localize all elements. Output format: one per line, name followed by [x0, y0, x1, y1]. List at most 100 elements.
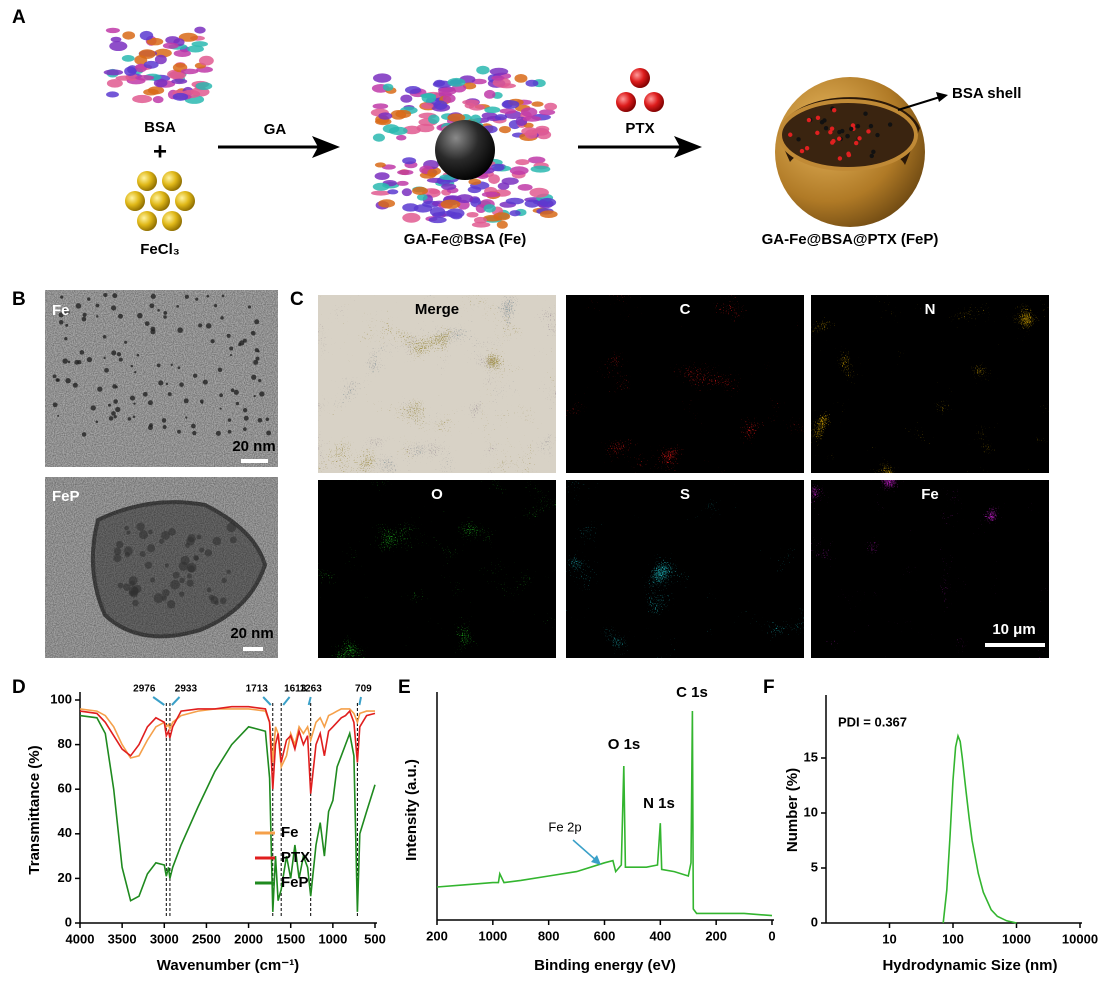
nanoparticle [148, 529, 153, 535]
ptx-dot [854, 140, 859, 146]
protein-helix [509, 166, 529, 175]
nanoparticle [103, 356, 106, 360]
nanoparticle [163, 311, 168, 315]
x-tick-label: 0 [768, 928, 775, 943]
fe-sphere [137, 211, 157, 231]
nanoparticle [230, 388, 235, 393]
label: + [153, 138, 167, 165]
ptx-dot [799, 148, 805, 154]
panel-label: B [12, 289, 26, 310]
protein-helix [522, 115, 542, 122]
nanoparticle [111, 305, 117, 311]
nanoparticle [170, 579, 180, 590]
protein-helix [447, 77, 466, 87]
arrowhead [312, 136, 340, 158]
nanoparticle [179, 577, 185, 584]
protein-helix [106, 91, 119, 98]
nanoparticle [167, 392, 172, 396]
protein-helix [378, 199, 396, 208]
nanoparticle [253, 359, 259, 365]
marker-arrow [171, 696, 181, 706]
protein-helix [440, 199, 461, 209]
marker-label: 1713 [246, 684, 269, 695]
nanoparticle [168, 528, 176, 536]
nanoparticle [195, 297, 199, 301]
x-tick-label: 800 [538, 928, 560, 943]
ptx-dot [848, 126, 854, 132]
nanoparticle [185, 416, 188, 419]
nanoparticle [103, 292, 108, 298]
y-tick-label: 100 [50, 691, 72, 706]
ptx-sphere [630, 68, 650, 88]
protein-helix [139, 30, 154, 41]
nanoparticle [180, 555, 190, 565]
protein-helix [501, 100, 520, 109]
label: GA-Fe@BSA (Fe) [404, 231, 526, 248]
tem-dots [52, 292, 272, 609]
nanoparticle [233, 389, 239, 395]
nanoparticle [124, 525, 129, 531]
fe-sphere [162, 171, 182, 191]
fe-core [435, 120, 495, 180]
nanoparticle [193, 555, 199, 561]
nanoparticle [253, 394, 256, 398]
ptx-dot [875, 132, 880, 138]
protein-helix [372, 133, 385, 142]
nanoparticle [162, 425, 167, 429]
ptx-dot [866, 129, 871, 134]
y-tick-label: 60 [58, 781, 72, 796]
nanoparticle [62, 358, 68, 364]
protein-helix [143, 60, 159, 69]
protein-helix [483, 204, 496, 213]
protein-helix [515, 159, 530, 166]
protein-helix [505, 197, 524, 205]
ptx-dot [796, 137, 801, 142]
protein-helix [475, 204, 487, 214]
fe-sphere [175, 191, 195, 211]
nanoparticle [132, 599, 139, 607]
ptx-dot [855, 123, 861, 129]
nanoparticle [166, 600, 176, 609]
nanoparticle [192, 373, 198, 378]
protein-helix [429, 206, 446, 217]
nanoparticle [52, 374, 57, 379]
protein-helix [152, 96, 164, 104]
protein-helix [372, 103, 389, 110]
y-axis-title: Transmittance (%) [26, 745, 43, 874]
protein-helix [372, 182, 390, 191]
nanoparticle [102, 334, 107, 339]
nanoparticle [86, 356, 93, 363]
nanoparticle [204, 549, 213, 557]
nanoparticle [226, 569, 231, 574]
protein-helix [447, 113, 466, 122]
nanoparticle [206, 294, 210, 298]
nanoparticle [108, 416, 114, 421]
fe-sphere [162, 211, 182, 231]
nanoparticle [67, 360, 71, 364]
protein-helix [496, 220, 508, 229]
label: BSA shell [952, 85, 1021, 102]
image-label: Fe [52, 302, 70, 319]
ptx-dot [840, 128, 845, 134]
x-tick-label: 2500 [192, 931, 221, 946]
label: PTX [625, 120, 654, 137]
protein-helix [374, 162, 386, 168]
data-line [79, 708, 375, 770]
nanoparticle [250, 330, 256, 336]
protein-helix [517, 184, 533, 191]
label: FeCl₃ [140, 241, 180, 258]
peak-label: Fe 2p [548, 819, 581, 834]
y-axis-title: Number (%) [784, 768, 801, 852]
nanoparticle [111, 350, 117, 356]
ptx-sphere [644, 92, 664, 112]
nanoparticle [81, 432, 87, 437]
protein-helix [194, 26, 206, 34]
legend-label: FeP [281, 874, 309, 891]
marker-label: 709 [355, 684, 372, 695]
peak-arrow [572, 839, 599, 863]
protein-helix [154, 54, 167, 65]
protein-helix [490, 163, 505, 172]
protein-helix [462, 82, 477, 90]
ptx-dot [868, 123, 874, 129]
protein-helix [195, 82, 213, 90]
